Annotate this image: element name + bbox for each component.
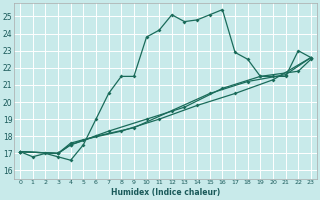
X-axis label: Humidex (Indice chaleur): Humidex (Indice chaleur) — [111, 188, 220, 197]
